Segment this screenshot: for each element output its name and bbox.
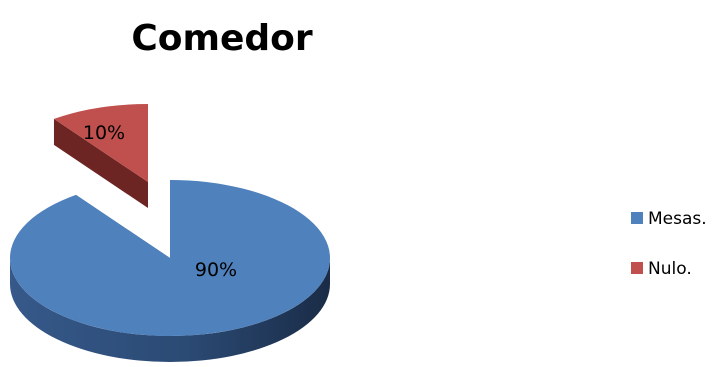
chart-title: Comedor xyxy=(131,18,313,59)
legend-label-mesas: Mesas. xyxy=(648,209,707,229)
legend-label-nulo: Nulo. xyxy=(648,259,692,279)
slice-mesas xyxy=(9,180,330,337)
legend: Mesas. Nulo. xyxy=(631,209,707,279)
legend-swatch-mesas xyxy=(631,212,643,224)
data-label-nulo: 10% xyxy=(83,122,125,144)
data-label-mesas: 90% xyxy=(195,259,237,281)
slice-nulo xyxy=(53,104,148,182)
legend-swatch-nulo xyxy=(631,262,643,274)
slice-mesas-side-0 xyxy=(10,258,330,362)
slice-nulo-wall-0 xyxy=(53,118,148,208)
pie-slices xyxy=(9,104,330,362)
